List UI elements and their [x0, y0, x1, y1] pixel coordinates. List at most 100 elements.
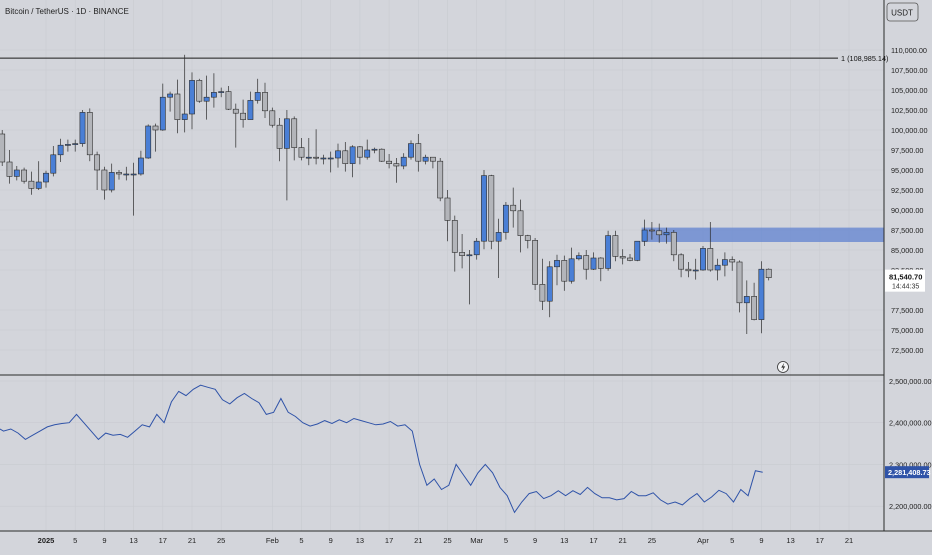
candle[interactable]	[218, 87, 225, 98]
candle[interactable]	[152, 123, 159, 152]
candle[interactable]	[634, 240, 641, 262]
candle[interactable]	[546, 261, 553, 318]
candle[interactable]	[21, 167, 27, 184]
currency-button[interactable]: USDT	[886, 2, 919, 22]
candle[interactable]	[247, 91, 254, 120]
candle[interactable]	[371, 147, 378, 154]
candle[interactable]	[627, 254, 633, 262]
candle[interactable]	[415, 134, 422, 172]
candle[interactable]	[641, 219, 648, 246]
candle[interactable]	[86, 108, 93, 162]
candle[interactable]	[561, 255, 568, 291]
candle[interactable]	[736, 260, 743, 313]
candle[interactable]	[648, 222, 655, 240]
candle[interactable]	[714, 258, 721, 281]
candle[interactable]	[101, 166, 108, 200]
candle[interactable]	[605, 230, 611, 271]
candle[interactable]	[145, 124, 152, 159]
candle[interactable]	[678, 253, 684, 278]
candle[interactable]	[386, 154, 392, 169]
candle[interactable]	[539, 258, 546, 310]
candle[interactable]	[138, 150, 144, 176]
candle[interactable]	[130, 162, 137, 216]
candle[interactable]	[590, 252, 597, 270]
candle[interactable]	[65, 139, 71, 152]
candle[interactable]	[422, 154, 429, 165]
candle[interactable]	[327, 151, 334, 173]
candle[interactable]	[473, 238, 480, 260]
candle[interactable]	[349, 145, 356, 178]
candle[interactable]	[291, 116, 298, 161]
candle[interactable]	[305, 138, 312, 166]
candle[interactable]	[0, 130, 6, 166]
candle[interactable]	[94, 151, 100, 190]
candle[interactable]	[13, 166, 20, 181]
candle[interactable]	[488, 174, 495, 250]
candle[interactable]	[356, 146, 363, 165]
candle[interactable]	[751, 282, 757, 321]
candle[interactable]	[670, 230, 677, 262]
currency-button-label[interactable]: USDT	[891, 9, 913, 18]
candle[interactable]	[721, 252, 728, 277]
candle[interactable]	[116, 170, 122, 180]
candle[interactable]	[35, 161, 42, 190]
candle[interactable]	[400, 153, 407, 170]
candle[interactable]	[765, 268, 772, 281]
candle[interactable]	[108, 163, 115, 193]
candle[interactable]	[28, 171, 35, 195]
candle[interactable]	[459, 234, 465, 269]
candle[interactable]	[57, 138, 64, 162]
candle[interactable]	[466, 250, 473, 305]
candle[interactable]	[451, 215, 458, 272]
currency-button-frame[interactable]	[886, 2, 919, 22]
candle[interactable]	[50, 146, 57, 177]
candle[interactable]	[495, 218, 502, 278]
candle[interactable]	[663, 227, 670, 244]
candle[interactable]	[597, 257, 604, 282]
candle[interactable]	[335, 143, 341, 168]
candle[interactable]	[159, 83, 166, 131]
candle[interactable]	[283, 110, 290, 201]
candle[interactable]	[79, 110, 86, 147]
candle[interactable]	[568, 247, 575, 284]
candle[interactable]	[123, 166, 130, 181]
candle[interactable]	[444, 190, 451, 242]
candle[interactable]	[532, 238, 538, 290]
candle[interactable]	[612, 230, 619, 262]
candle[interactable]	[524, 234, 531, 249]
candle[interactable]	[6, 150, 13, 184]
candle[interactable]	[481, 170, 487, 250]
candle[interactable]	[619, 249, 626, 265]
candle[interactable]	[408, 140, 414, 160]
candle[interactable]	[203, 75, 210, 120]
candle[interactable]	[510, 187, 517, 228]
candle[interactable]	[685, 262, 692, 278]
candle[interactable]	[393, 158, 400, 183]
candle[interactable]	[298, 138, 305, 161]
candle[interactable]	[320, 154, 327, 165]
indicator-axis[interactable]: 2,500,000.00 2,400,000.00 2,300,000.00 2,20…	[889, 377, 932, 511]
candle[interactable]	[181, 54, 188, 133]
candle[interactable]	[262, 82, 268, 118]
candle[interactable]	[729, 256, 736, 271]
candle[interactable]	[189, 72, 195, 130]
candle[interactable]	[43, 170, 49, 188]
candle[interactable]	[225, 86, 232, 110]
candle[interactable]	[269, 107, 276, 128]
candle[interactable]	[554, 254, 560, 286]
resistance-zone[interactable]	[641, 227, 884, 242]
time-axis[interactable]: 2025 5 9 13 17 21 25 Feb 5 9 13 17 21 25 Mar 5 9 13 17 21 25…	[38, 536, 854, 545]
candle[interactable]	[72, 139, 79, 152]
candle[interactable]	[583, 250, 590, 280]
candle[interactable]	[167, 91, 173, 112]
candle[interactable]	[517, 199, 524, 253]
candle[interactable]	[276, 118, 283, 162]
candle[interactable]	[240, 99, 246, 128]
candle[interactable]	[707, 222, 714, 272]
candle[interactable]	[196, 78, 203, 103]
candle[interactable]	[378, 148, 385, 162]
candle[interactable]	[743, 280, 750, 334]
candle[interactable]	[174, 79, 181, 134]
